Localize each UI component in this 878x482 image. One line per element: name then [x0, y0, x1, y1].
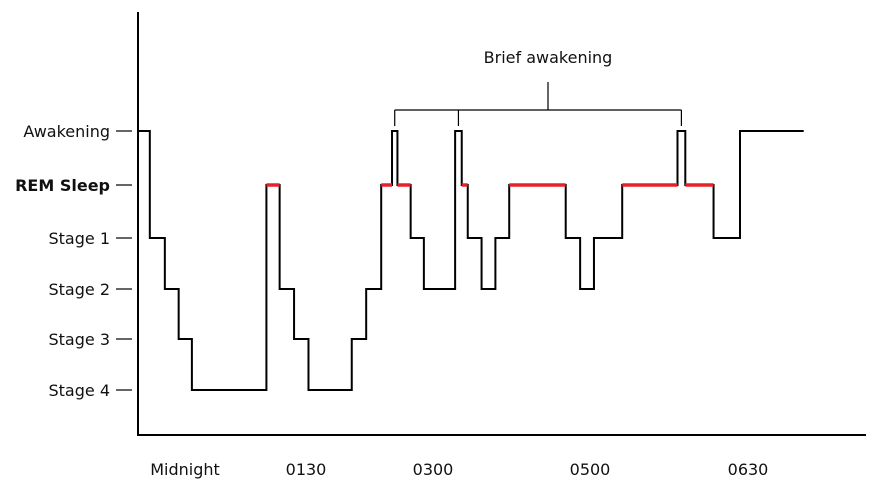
x-axis-labels: Midnight 0130 0300 0500 0630 [150, 460, 768, 479]
x-tick-label-0500: 0500 [570, 460, 611, 479]
brief-awakening-annotation: Brief awakening [394, 48, 683, 126]
annotation-label: Brief awakening [484, 48, 613, 67]
y-label-stage-4: Stage 4 [49, 381, 111, 400]
x-tick-label-0300: 0300 [413, 460, 454, 479]
y-label-rem-sleep: REM Sleep [15, 176, 110, 195]
hypnogram-series [139, 130, 804, 391]
y-label-stage-2: Stage 2 [49, 280, 111, 299]
y-label-stage-3: Stage 3 [49, 330, 111, 349]
x-tick-label-0630: 0630 [728, 460, 769, 479]
x-tick-label-0130: 0130 [286, 460, 327, 479]
axes [137, 12, 866, 436]
x-tick-label-midnight: Midnight [150, 460, 220, 479]
y-label-stage-1: Stage 1 [49, 229, 111, 248]
y-label-awakening: Awakening [23, 122, 110, 141]
y-axis-labels: Awakening REM Sleep Stage 1 Stage 2 Stage 3 S… [15, 122, 132, 400]
hypnogram-line [139, 130, 804, 391]
